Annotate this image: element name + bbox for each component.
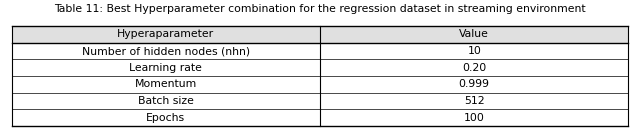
Bar [12,93,320,109]
Text: 10: 10 [467,46,481,56]
Text: Batch size: Batch size [138,96,194,106]
Bar [320,59,628,76]
Text: 0.999: 0.999 [459,79,490,89]
Text: 100: 100 [464,113,484,123]
Bar [12,59,320,76]
Text: Number of hidden nodes (nhn): Number of hidden nodes (nhn) [82,46,250,56]
Bar [12,26,320,43]
Text: Learning rate: Learning rate [129,63,202,73]
Text: 512: 512 [464,96,484,106]
Text: 0.20: 0.20 [462,63,486,73]
Text: Value: Value [460,29,489,39]
Text: Epochs: Epochs [146,113,186,123]
Text: Momentum: Momentum [134,79,197,89]
Bar [320,26,628,43]
Bar [12,76,320,93]
Bar [320,43,628,59]
Bar [320,109,628,126]
Bar [12,109,320,126]
Bar [320,93,628,109]
Bar [12,43,320,59]
Text: Hyperaparameter: Hyperaparameter [117,29,214,39]
Bar [320,76,628,93]
Text: Table 11: Best Hyperparameter combination for the regression dataset in streamin: Table 11: Best Hyperparameter combinatio… [54,4,586,14]
